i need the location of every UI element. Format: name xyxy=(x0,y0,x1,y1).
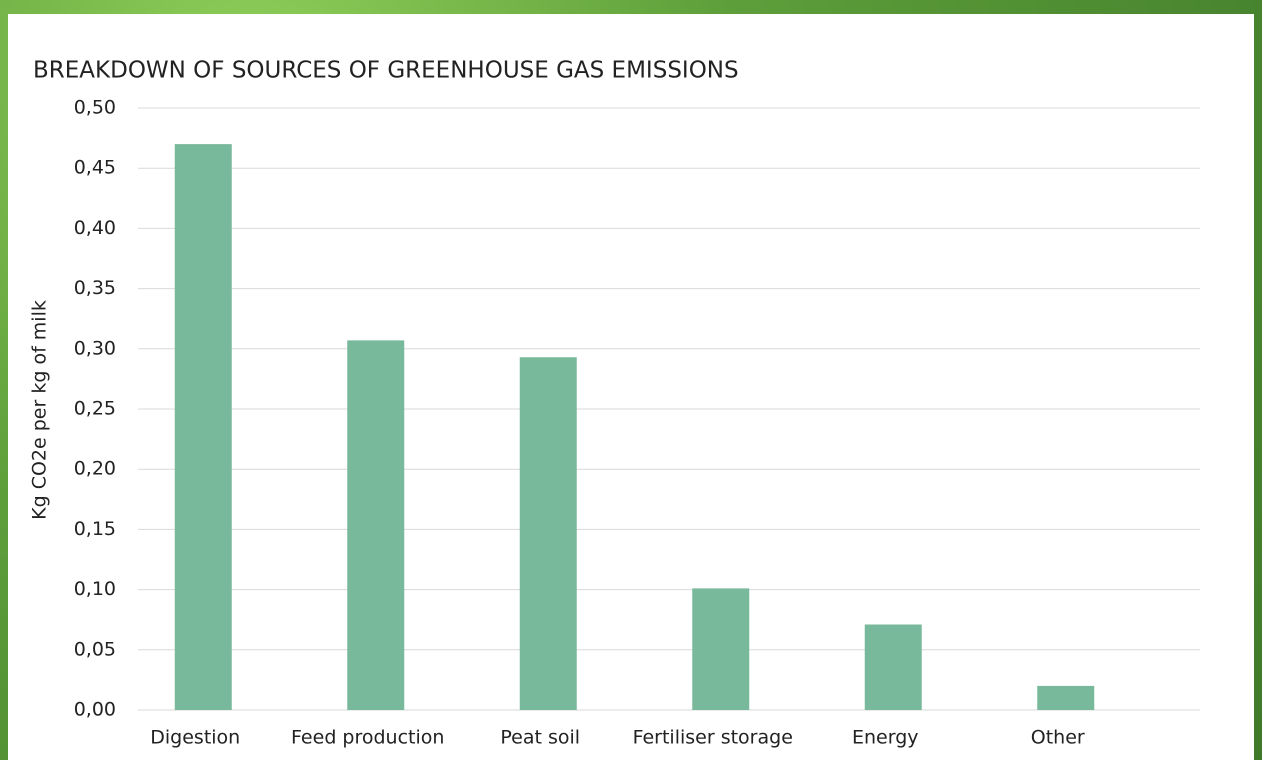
bar xyxy=(864,624,922,710)
bar xyxy=(519,357,577,710)
y-tick-label: 0,50 xyxy=(74,97,116,119)
x-tick-label: Fertiliser storage xyxy=(633,727,793,749)
y-axis-label: Kg CO2e per kg of milk xyxy=(29,300,51,520)
y-tick-label: 0,00 xyxy=(74,699,116,721)
y-tick-label: 0,30 xyxy=(74,337,116,359)
y-tick-label: 0,20 xyxy=(74,458,116,480)
bar xyxy=(1037,685,1095,710)
y-tick-label: 0,45 xyxy=(74,157,116,179)
x-tick-label: Other xyxy=(1031,727,1085,749)
chart-title: BREAKDOWN OF SOURCES OF GREENHOUSE GAS E… xyxy=(33,58,739,84)
x-tick-label: Energy xyxy=(852,727,919,749)
bar xyxy=(347,340,405,710)
y-tick-label: 0,25 xyxy=(74,398,116,420)
bar xyxy=(692,588,750,710)
x-tick-label: Peat soil xyxy=(500,727,580,749)
y-tick-label: 0,40 xyxy=(74,217,116,239)
x-tick-label: Digestion xyxy=(150,727,240,749)
y-tick-label: 0,15 xyxy=(74,518,116,540)
y-tick-label: 0,05 xyxy=(74,638,116,660)
y-tick-label: 0,10 xyxy=(74,578,116,600)
y-tick-label: 0,35 xyxy=(74,277,116,299)
bar xyxy=(174,144,232,710)
x-tick-label: Feed production xyxy=(291,727,444,749)
